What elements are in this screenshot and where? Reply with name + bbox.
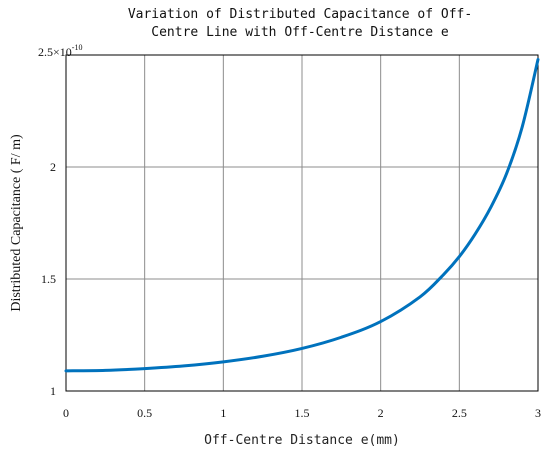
x-ticks: 0 0.5 1 1.5 2 2.5 3 bbox=[63, 406, 541, 420]
x-axis-label: Off-Centre Distance e(mm) bbox=[204, 433, 400, 448]
x-tick-label: 0.5 bbox=[137, 406, 152, 420]
y-scale-base: 2.5 bbox=[38, 45, 53, 59]
x-tick-label: 2 bbox=[378, 406, 384, 420]
y-ticks: 11.52 bbox=[41, 160, 56, 398]
y-axis-label: Distributed Capacitance ( F/ m) bbox=[9, 134, 24, 312]
plot-frame bbox=[65, 54, 539, 392]
chart-title-line-1: Variation of Distributed Capacitance of … bbox=[127, 7, 473, 22]
series-line bbox=[64, 57, 540, 373]
y-tick-label: 1 bbox=[50, 384, 56, 398]
x-tick-label: 2.5 bbox=[452, 406, 467, 420]
x-tick-label: 0 bbox=[63, 406, 69, 420]
y-scale-times: ×10 bbox=[53, 45, 72, 59]
x-tick-label: 1.5 bbox=[295, 406, 310, 420]
x-tick-label: 3 bbox=[535, 406, 541, 420]
chart-title-line-2: Centre Line with Off-Centre Distance e bbox=[151, 25, 449, 40]
y-tick-label: 1.5 bbox=[41, 272, 56, 286]
y-tick-label: 2 bbox=[50, 160, 56, 174]
y-scale-label: 2.5×10-10 bbox=[38, 43, 82, 59]
x-tick-label: 1 bbox=[220, 406, 226, 420]
y-scale-exponent: -10 bbox=[72, 43, 83, 52]
grid bbox=[66, 55, 538, 391]
